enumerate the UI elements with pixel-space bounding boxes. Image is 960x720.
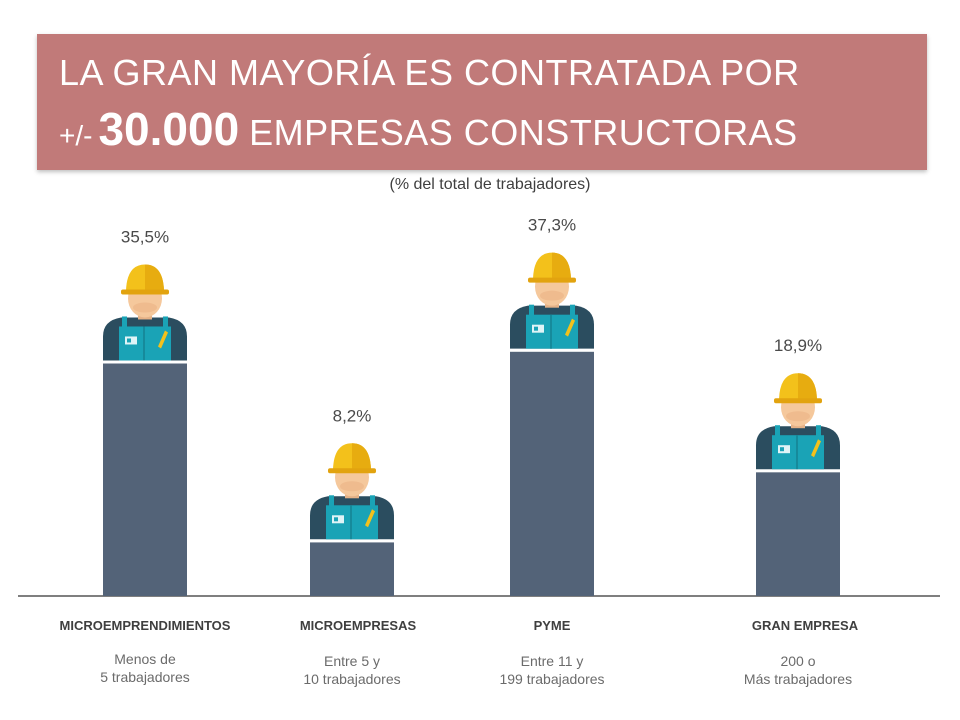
- construction-worker-icon: [756, 373, 840, 470]
- construction-worker-icon: [510, 252, 594, 349]
- category-description: 200 o Más trabajadores: [698, 652, 898, 688]
- bar-value-label: 35,5%: [121, 227, 169, 246]
- bar-top-separator: [310, 539, 394, 543]
- category-label: MICROEMPRENDIMIENTOS: [59, 618, 231, 633]
- category-description-line: Entre 11 y: [520, 653, 584, 669]
- category-description: Menos de 5 trabajadores: [45, 650, 245, 686]
- category-description-line: 10 trabajadores: [303, 671, 401, 687]
- bar-0: [103, 363, 187, 596]
- bar-2: [510, 351, 594, 596]
- category-description-line: 200 o: [780, 653, 816, 669]
- title-number: 30.000: [98, 103, 240, 155]
- category-label: PYME: [533, 618, 571, 633]
- category-description: Entre 11 y 199 trabajadores: [452, 652, 652, 688]
- category-description-line: 5 trabajadores: [100, 669, 190, 685]
- title-banner: LA GRAN MAYORÍA ES CONTRATADA POR +/- 30.…: [37, 34, 927, 170]
- construction-worker-icon: [310, 443, 394, 540]
- bar-value-label: 37,3%: [528, 216, 576, 235]
- bar-top-separator: [756, 469, 840, 473]
- category-description-line: Más trabajadores: [743, 671, 853, 687]
- bar-3: [756, 472, 840, 596]
- category-description-line: Menos de: [114, 651, 176, 667]
- bar-value-label: 18,9%: [774, 336, 822, 355]
- bar-top-separator: [510, 348, 594, 352]
- title-approx: +/-: [59, 120, 93, 151]
- title-line-1: LA GRAN MAYORÍA ES CONTRATADA POR: [59, 52, 800, 93]
- category-label: GRAN EMPRESA: [751, 618, 859, 633]
- category-description-line: 199 trabajadores: [499, 671, 605, 687]
- chart-subtitle: (% del total de trabajadores): [389, 176, 591, 193]
- construction-worker-icon: [103, 264, 187, 361]
- title-line-2: +/- 30.000 EMPRESAS CONSTRUCTORAS: [59, 102, 798, 156]
- category-description: Entre 5 y 10 trabajadores: [252, 652, 452, 688]
- bar-1: [310, 542, 394, 596]
- bar-value-label: 8,2%: [333, 406, 372, 425]
- title-suffix: EMPRESAS CONSTRUCTORAS: [249, 112, 798, 153]
- category-label: MICROEMPRESAS: [299, 618, 417, 633]
- bar-top-separator: [103, 360, 187, 364]
- category-description-line: Entre 5 y: [323, 653, 381, 669]
